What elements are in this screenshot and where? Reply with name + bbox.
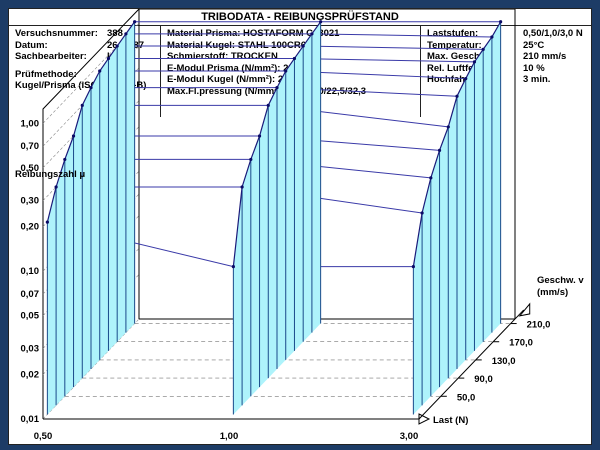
- data-point: [266, 103, 270, 107]
- data-point: [301, 44, 305, 48]
- maxgeschw-value: 210 mm/s: [523, 51, 567, 62]
- series-ribbons: [45, 20, 503, 415]
- data-point: [133, 20, 137, 24]
- data-point: [481, 47, 485, 51]
- y-tick-label: 0,07: [21, 289, 40, 300]
- material-kugel: Material Kugel: STAHL 100CR6: [167, 39, 307, 51]
- data-point: [284, 69, 288, 73]
- y-tick-label: 0,30: [21, 196, 40, 207]
- z-tick-label: 130,0: [492, 356, 516, 367]
- z-axis-line: [418, 309, 525, 420]
- z-tick-label: 210,0: [527, 320, 551, 331]
- data-point: [249, 157, 253, 162]
- x-tick-label: 0,50: [34, 431, 53, 442]
- z-axis-label: Geschw. v: [537, 275, 584, 286]
- maxgeschw-row: Max. Geschw.: 210 mm/s: [427, 51, 591, 63]
- temperatur-row: Temperatur: 25°C: [427, 39, 591, 52]
- data-point: [231, 265, 235, 269]
- data-point: [80, 103, 84, 107]
- data-point: [115, 44, 119, 48]
- data-point: [275, 86, 279, 90]
- data-point: [411, 265, 415, 269]
- luftfeuchte-label: Rel. Luftfeuchte:: [427, 62, 502, 74]
- z-axis-arrow: [518, 302, 531, 317]
- sachbearbeiter-label: Sachbearbeiter:: [15, 51, 87, 62]
- depth-connector: [117, 45, 484, 50]
- data-point: [124, 32, 128, 36]
- data-point: [240, 185, 244, 189]
- z-tick-label: 90,0: [474, 374, 493, 385]
- left-wall-outline: [42, 9, 140, 419]
- data-point: [464, 76, 468, 81]
- data-point: [292, 56, 297, 61]
- temperatur-value: 25°C: [523, 39, 545, 51]
- data-point: [420, 211, 424, 215]
- data-point: [446, 125, 450, 129]
- x-tick-label: 1,00: [220, 431, 239, 442]
- depth-connector: [125, 33, 492, 38]
- data-point: [455, 94, 459, 98]
- data-point: [310, 32, 314, 36]
- max-flaechenpressung: Max.Fl.pressung (N/mm²)(RT): 18,0/22,5/3…: [167, 85, 367, 97]
- maxgeschw-label: Max. Geschw.:: [427, 51, 493, 62]
- tribodata-report: TRIBODATA - REIBUNGSPRÜFSTAND Versuchsnu…: [8, 8, 592, 445]
- z-axis-label-unit: (mm/s): [537, 287, 568, 298]
- data-point: [63, 157, 67, 162]
- data-point: [490, 35, 494, 39]
- hochfahrzeit-value: 3 min.: [523, 74, 551, 85]
- z-tick-label: 170,0: [509, 338, 533, 349]
- data-point: [472, 60, 477, 64]
- data-point: [257, 134, 262, 138]
- x-tick-label: 3,00: [400, 431, 419, 442]
- y-axis-label: Reibungszahl μ: [15, 169, 85, 180]
- temperatur-label: Temperatur:: [427, 39, 482, 51]
- x-axis-label: Last (N): [433, 415, 468, 426]
- y-tick-label: 0,02: [21, 369, 40, 380]
- y-tick-label: 0,50: [21, 163, 40, 174]
- pruefmethode-value: Kugel/Prisma (ISO 7148-pl-B): [15, 80, 147, 91]
- y-tick-label: 0,20: [21, 222, 40, 233]
- depth-connector: [108, 57, 475, 63]
- y-tick-label: 1,00: [21, 118, 40, 129]
- luftfeuchte-value: 10 %: [523, 62, 545, 74]
- z-tick-label: 50,0: [457, 392, 476, 403]
- friction-3d-chart: 1,00 0,70 0,50 0,30 0,20 0,10 0,07 0,05 0,03 0,02…: [15, 9, 584, 442]
- conditions-column: Laststufen: 0,50/1,0/3,0 N Temperatur: 2…: [421, 25, 591, 117]
- pruefmethode-label: Prüfmethode:: [15, 68, 77, 80]
- laststufen-label: Laststufen:: [427, 28, 479, 39]
- x-axis-arrow: [418, 413, 431, 425]
- data-point: [54, 185, 58, 189]
- data-point: [319, 20, 323, 24]
- y-tick-label: 0,70: [21, 141, 40, 152]
- y-tick-label: 0,05: [21, 311, 40, 322]
- e-modul-kugel: E-Modul Kugel (N/mm²): 210000: [167, 74, 310, 85]
- data-point: [499, 20, 503, 24]
- chart-labels: 1,00 0,70 0,50 0,30 0,20 0,10 0,07 0,05 0,03 0,02…: [15, 118, 584, 442]
- hochfahrzeit-row: Hochfahrzeit: 3 min.: [427, 74, 591, 86]
- data-point: [437, 148, 442, 152]
- data-point: [106, 56, 111, 61]
- versuchsnummer-label: Versuchsnummer:: [15, 28, 98, 39]
- data-point: [429, 176, 433, 180]
- datum-label: Datum:: [15, 39, 48, 51]
- y-tick-label: 0,03: [21, 343, 40, 354]
- luftfeuchte-row: Rel. Luftfeuchte: 10 %: [427, 62, 591, 75]
- wall-gridline: [42, 318, 140, 420]
- schmierstoff: Schmierstoff: TROCKEN: [167, 51, 278, 62]
- hochfahrzeit-label: Hochfahrzeit:: [427, 74, 488, 85]
- laststufen-row: Laststufen: 0,50/1,0/3,0 N: [427, 28, 591, 40]
- laststufen-value: 0,50/1,0/3,0 N: [523, 28, 583, 39]
- data-point: [45, 220, 49, 224]
- data-point: [89, 86, 93, 90]
- e-modul-prisma: E-Modul Prisma (N/mm²): 2900: [167, 62, 305, 74]
- y-tick-label: 0,10: [21, 266, 40, 277]
- report-title: TRIBODATA - REIBUNGSPRÜFSTAND: [9, 9, 591, 26]
- chart-axes: [43, 302, 531, 425]
- y-tick-label: 0,01: [21, 414, 40, 425]
- data-point: [71, 134, 76, 138]
- data-point: [98, 69, 102, 73]
